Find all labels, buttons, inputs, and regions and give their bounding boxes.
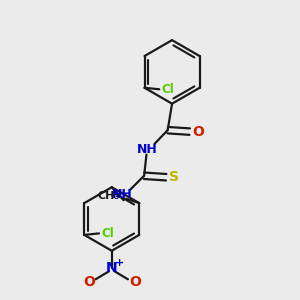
Text: O: O bbox=[129, 275, 141, 289]
Text: Cl: Cl bbox=[162, 83, 174, 96]
Text: S: S bbox=[169, 170, 178, 184]
Text: Cl: Cl bbox=[101, 227, 114, 240]
Text: +: + bbox=[115, 257, 124, 268]
Text: O: O bbox=[192, 124, 204, 139]
Text: N: N bbox=[106, 260, 118, 274]
Text: ⁻: ⁻ bbox=[86, 283, 93, 296]
Text: CH₃: CH₃ bbox=[98, 191, 120, 201]
Text: O: O bbox=[83, 275, 95, 289]
Text: NH: NH bbox=[137, 143, 158, 156]
Text: NH: NH bbox=[112, 188, 132, 201]
